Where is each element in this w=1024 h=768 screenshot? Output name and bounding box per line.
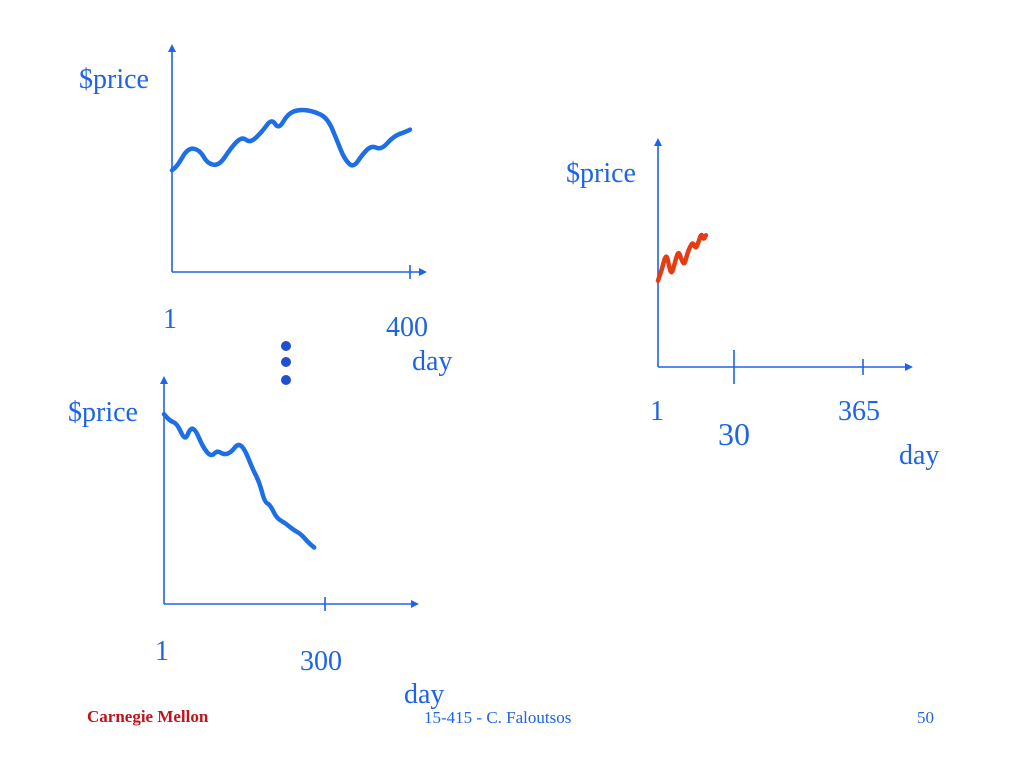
chart3-ylabel: $price <box>566 158 636 189</box>
chart-bottom-left: $price 1 300 day <box>68 376 444 710</box>
chart3-tick-label-1: 1 <box>650 396 664 427</box>
footer-course: 15-415 - C. Faloutsos <box>424 708 572 727</box>
chart2-xlabel: day <box>404 679 444 710</box>
vertical-ellipsis <box>281 341 291 385</box>
chart1-series-line <box>169 107 413 173</box>
chart-top-left: $price 1 400 day <box>79 44 452 377</box>
chart2-ylabel: $price <box>68 397 138 428</box>
chart1-tick-label-400: 400 <box>386 312 428 343</box>
chart3-y-arrow <box>654 138 662 146</box>
footer-page-number: 50 <box>917 708 934 727</box>
chart2-series-line <box>161 411 317 550</box>
chart1-xlabel: day <box>412 346 452 377</box>
chart3-xlabel: day <box>899 440 939 471</box>
chart2-y-arrow <box>160 376 168 384</box>
chart1-tick-label-1: 1 <box>163 304 177 335</box>
chart3-series-line <box>655 232 709 283</box>
footer-brand: Carnegie Mellon <box>87 707 209 726</box>
chart2-x-arrow <box>411 600 419 608</box>
chart1-y-arrow <box>168 44 176 52</box>
chart3-x-arrow <box>905 363 913 371</box>
chart1-ylabel: $price <box>79 64 149 95</box>
chart2-tick-label-1: 1 <box>155 636 169 667</box>
chart-right: $price 1 30 365 day <box>566 138 939 471</box>
chart1-x-arrow <box>419 268 427 276</box>
chart2-tick-label-300: 300 <box>300 646 342 677</box>
chart3-tick-label-365: 365 <box>838 396 880 427</box>
chart3-tick-label-30: 30 <box>718 416 750 452</box>
